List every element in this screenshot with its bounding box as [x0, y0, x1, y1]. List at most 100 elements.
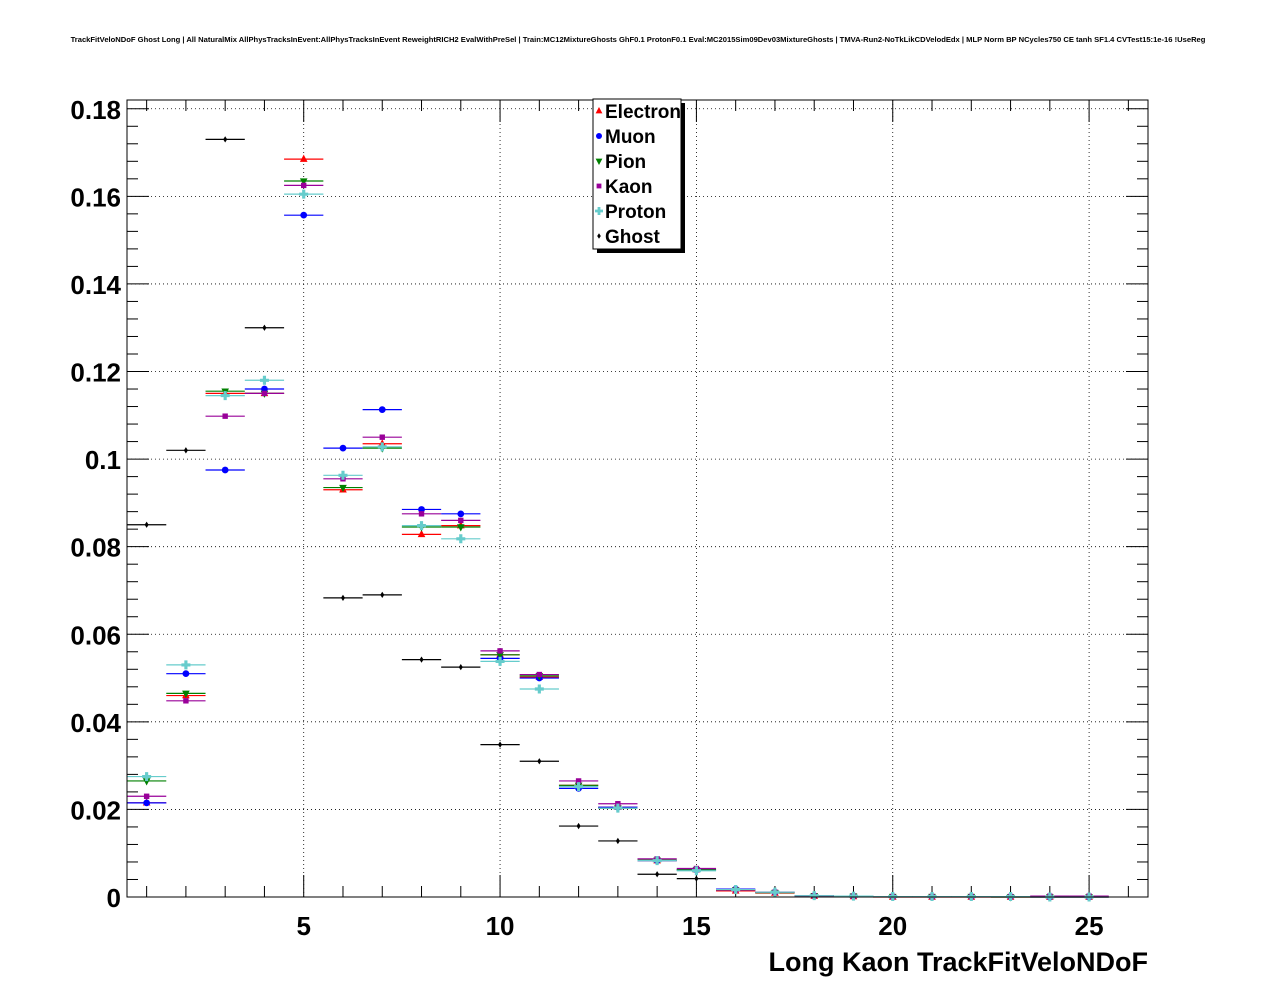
data-point-kaon — [418, 511, 425, 517]
data-point-muon — [378, 406, 386, 413]
data-point-muon — [457, 510, 465, 518]
legend-entry-pion: Pion — [595, 152, 646, 173]
y-tick-label-5: 0.1 — [85, 445, 121, 475]
legend-marker-pion — [595, 158, 603, 165]
data-point-kaon — [497, 648, 503, 654]
data-point-ghost — [340, 594, 346, 602]
legend-label-kaon: Kaon — [605, 177, 653, 198]
y-tick-label-3: 0.06 — [70, 620, 121, 650]
x-tick-label-1: 10 — [486, 911, 515, 941]
x-tick-label-0: 5 — [296, 911, 310, 941]
data-point-proton — [456, 534, 466, 544]
data-point-kaon — [222, 413, 228, 419]
data-point-proton — [652, 856, 662, 866]
data-point-ghost — [380, 591, 385, 598]
data-point-electron — [299, 154, 308, 162]
legend: Electron Muon Pion Kaon Proton Ghost — [592, 98, 685, 253]
series-proton — [127, 189, 1109, 902]
legend-label-muon: Muon — [605, 127, 656, 148]
data-point-proton — [259, 375, 269, 385]
data-point-muon — [143, 799, 151, 807]
x-axis-label: Long Kaon TrackFitVeloNDoF — [768, 947, 1148, 977]
legend-label-ghost: Ghost — [605, 227, 661, 248]
legend-label-electron: Electron — [605, 102, 681, 123]
series-pion — [127, 178, 1109, 902]
legend-marker-proton — [595, 207, 603, 215]
axis-layer: 5 10 15 20 25 0 0.02 0.04 0.06 0.08 0.1 0.12 0.14 0.1… — [70, 95, 1148, 941]
y-tick-label-9: 0.18 — [70, 95, 121, 125]
data-point-proton — [338, 470, 348, 480]
data-point-pion — [299, 178, 308, 186]
data-point-proton — [181, 660, 191, 670]
data-point-ghost — [498, 741, 503, 748]
data-point-kaon — [143, 793, 150, 799]
legend-marker-muon — [596, 133, 602, 139]
data-point-proton — [220, 391, 230, 401]
data-point-pion — [456, 524, 465, 532]
legend-entry-muon: Muon — [596, 127, 656, 148]
data-point-pion — [142, 778, 151, 786]
y-tick-label-7: 0.14 — [70, 270, 121, 300]
data-point-proton — [142, 772, 152, 782]
data-point-proton — [691, 866, 701, 876]
data-point-ghost — [419, 656, 424, 663]
legend-marker-kaon — [596, 183, 602, 189]
legend-box — [592, 98, 682, 250]
data-point-ghost — [655, 871, 660, 878]
data-point-ghost — [615, 837, 620, 845]
grid-layer — [127, 100, 1148, 897]
data-point-proton — [534, 684, 544, 694]
y-tick-label-6: 0.12 — [70, 358, 121, 388]
data-point-proton — [731, 885, 741, 895]
data-point-proton — [809, 891, 819, 901]
y-tick-label-4: 0.08 — [70, 533, 121, 563]
data-point-pion — [182, 690, 190, 698]
series-kaon — [127, 182, 1109, 900]
data-point-proton — [417, 521, 427, 531]
data-point-ghost — [458, 663, 463, 671]
data-point-kaon — [183, 698, 189, 704]
data-point-kaon — [261, 390, 268, 397]
y-tick-label-8: 0.16 — [70, 182, 121, 212]
y-tick-label-2: 0.04 — [70, 708, 121, 738]
data-point-proton — [574, 782, 584, 792]
data-point-proton — [848, 891, 858, 901]
y-tick-label-0: 0 — [107, 883, 121, 913]
y-tick-label-1: 0.02 — [70, 795, 121, 825]
x-tick-label-3: 20 — [878, 911, 907, 941]
x-tick-label-2: 15 — [682, 911, 711, 941]
data-point-muon — [182, 670, 190, 678]
data-point-ghost — [576, 822, 581, 830]
data-point-ghost — [262, 324, 267, 331]
data-point-muon — [221, 466, 229, 474]
series-ghost — [127, 136, 717, 882]
series-electron — [127, 154, 1109, 900]
x-tick-label-4: 25 — [1075, 911, 1104, 941]
data-point-proton — [613, 803, 623, 813]
data-point-ghost — [694, 875, 699, 882]
data-point-ghost — [537, 758, 542, 765]
data-point-kaon — [458, 517, 464, 524]
data-point-pion — [339, 484, 347, 493]
data-point-ghost — [144, 521, 149, 528]
series-muon — [127, 211, 1109, 901]
data-point-kaon — [301, 182, 307, 189]
data-point-kaon — [536, 671, 543, 678]
data-point-proton — [495, 656, 505, 666]
legend-label-pion: Pion — [605, 152, 646, 173]
legend-entry-electron: Electron — [595, 102, 681, 123]
data-point-kaon — [575, 778, 582, 784]
legend-entry-kaon: Kaon — [596, 177, 653, 198]
data-point-muon — [300, 211, 308, 219]
legend-marker-electron — [595, 107, 603, 114]
legend-marker-ghost — [597, 233, 601, 239]
data-point-ghost — [183, 447, 188, 454]
data-point-muon — [339, 444, 347, 452]
legend-entry-ghost: Ghost — [597, 227, 661, 248]
legend-label-proton: Proton — [605, 202, 666, 223]
chart-title: TrackFitVeloNDoF Ghost Long | All Natura… — [71, 35, 1206, 44]
data-point-electron — [417, 529, 426, 538]
data-point-pion — [496, 652, 504, 660]
